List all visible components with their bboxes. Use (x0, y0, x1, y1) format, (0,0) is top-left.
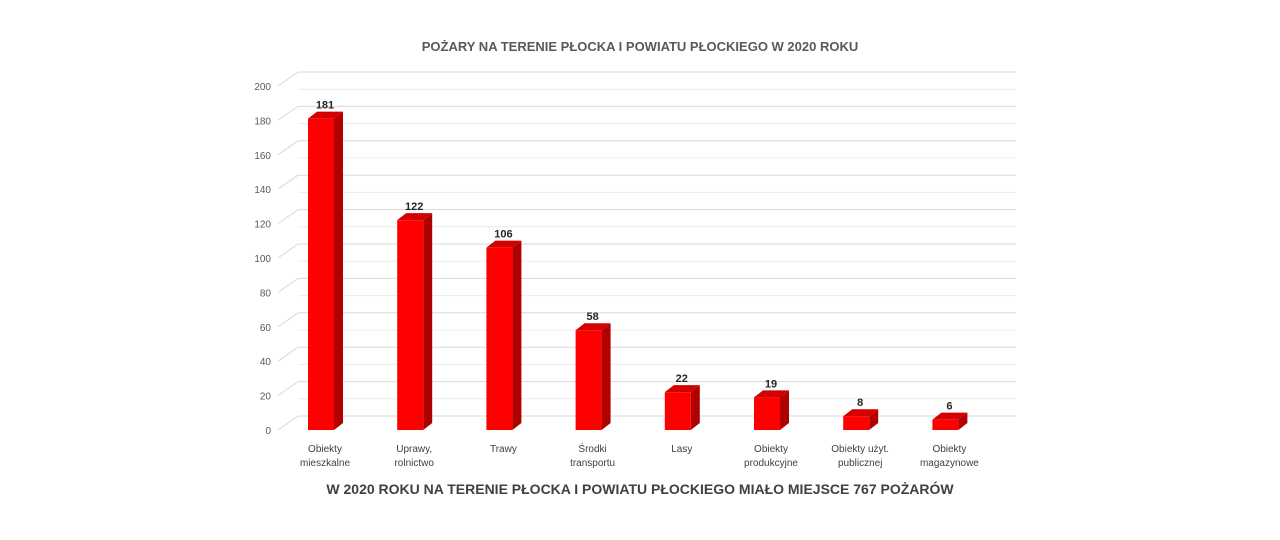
gridline-side (277, 105, 299, 121)
bar (843, 416, 870, 430)
bar-side (423, 213, 433, 430)
bar (308, 118, 334, 431)
y-tick-label: 120 (254, 220, 271, 231)
bar (754, 397, 780, 430)
y-tick-label: 40 (260, 357, 272, 368)
category-label: Uprawy, rolnictwo (394, 444, 434, 469)
bar (932, 419, 959, 430)
y-tick-label: 80 (260, 288, 272, 299)
bar (486, 247, 513, 430)
category-label: Trawy (490, 444, 517, 455)
bar-side (601, 323, 611, 430)
gridline-side (277, 312, 299, 328)
category-label: Obiekty mieszkalne (300, 444, 350, 469)
gridline-side (277, 71, 299, 87)
bar (397, 220, 424, 430)
data-label: 19 (765, 378, 777, 390)
y-tick-label: 140 (254, 185, 271, 196)
category-label: Lasy (671, 444, 692, 455)
y-tick-label: 20 (260, 392, 272, 403)
y-tick-label: 100 (254, 254, 271, 265)
data-label: 6 (946, 401, 952, 413)
bar-side (958, 412, 968, 430)
y-tick-label: 180 (254, 116, 271, 127)
bar-side (869, 409, 879, 430)
gridline-side (277, 140, 299, 156)
bar-side (512, 240, 522, 430)
gridlines (277, 71, 1016, 431)
y-axis-ticks: 0 20 40 60 80 100 120 140 160 180 200 (254, 82, 271, 437)
bar (664, 392, 691, 430)
data-label: 8 (857, 397, 863, 409)
bar-top (308, 111, 343, 119)
bar-top (754, 390, 789, 398)
gridline-side (277, 346, 299, 362)
data-labels: 181 122 106 58 22 19 8 6 (316, 100, 953, 413)
bar-top (397, 213, 433, 221)
y-tick-label: 0 (265, 426, 271, 437)
gridline-side (277, 174, 299, 190)
bar-side (334, 111, 343, 431)
chart-footer: W 2020 ROKU NA TERENIE PŁOCKA I POWIATU … (326, 481, 954, 497)
category-labels: Obiekty mieszkalne Uprawy, rolnictwo Trawy Śr… (300, 442, 979, 469)
gridline-side (277, 415, 299, 431)
chart-title: POŻARY NA TERENIE PŁOCKA I POWIATU PŁOCK… (421, 39, 859, 54)
category-label: Obiekty magazynowe (920, 444, 979, 469)
bar-side (690, 385, 700, 430)
category-label: Obiekty użyt. publicznej (831, 444, 889, 469)
data-label: 22 (676, 373, 688, 385)
data-label: 58 (586, 311, 598, 323)
bars (308, 111, 968, 431)
bar-top (664, 385, 700, 393)
data-label: 106 (494, 229, 512, 241)
bar-top (843, 409, 879, 417)
bar-top (932, 412, 968, 420)
data-label: 122 (405, 201, 423, 213)
gridline-side (277, 277, 299, 293)
gridline-side (277, 243, 299, 259)
y-tick-label: 60 (260, 323, 272, 334)
category-label: Środki transportu (570, 442, 615, 469)
gridline-side (277, 209, 299, 225)
bar-top (575, 323, 611, 331)
bar-top (486, 240, 522, 248)
gridline-side (277, 381, 299, 397)
bar (575, 330, 602, 430)
y-tick-label: 160 (254, 151, 271, 162)
bar-side (780, 390, 789, 430)
category-label: Obiekty produkcyjne (744, 444, 798, 469)
data-label: 181 (316, 100, 334, 112)
y-tick-label: 200 (254, 82, 271, 93)
